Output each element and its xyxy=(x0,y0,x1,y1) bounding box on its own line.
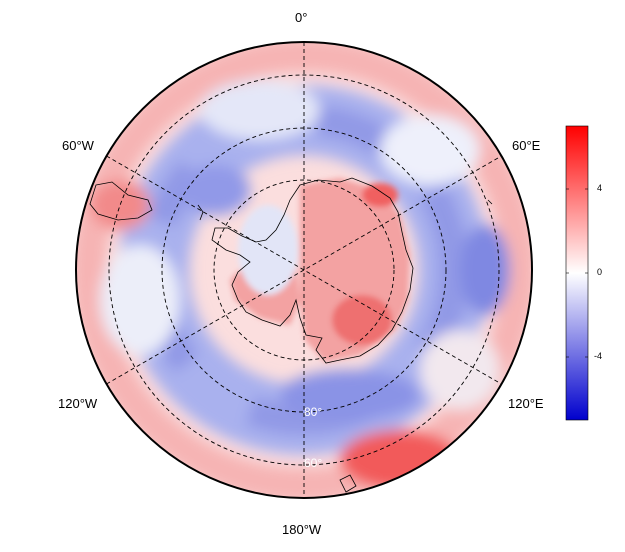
lat-label-80: 80° xyxy=(304,405,323,419)
lon-label-0: 0° xyxy=(295,10,308,25)
graticule xyxy=(106,42,502,498)
lon-label-60e: 60°E xyxy=(512,138,541,153)
colorbar-tick-4: 4 xyxy=(597,183,603,193)
coastline xyxy=(89,177,493,493)
colorbar xyxy=(565,125,589,421)
colorbar-tick-marks xyxy=(566,188,588,358)
lon-label-60w: 60°W xyxy=(62,138,94,153)
lon-label-180w: 180°W xyxy=(282,522,322,537)
map-border xyxy=(75,41,533,499)
lat-label-60: 60° xyxy=(304,456,323,470)
colorbar-tick-0: 0 xyxy=(597,267,603,277)
anomaly-field xyxy=(76,42,532,498)
lon-label-120w: 120°W xyxy=(58,396,98,411)
colorbar-tick-neg4: -4 xyxy=(594,351,603,361)
lon-label-120e: 120°E xyxy=(508,396,544,411)
